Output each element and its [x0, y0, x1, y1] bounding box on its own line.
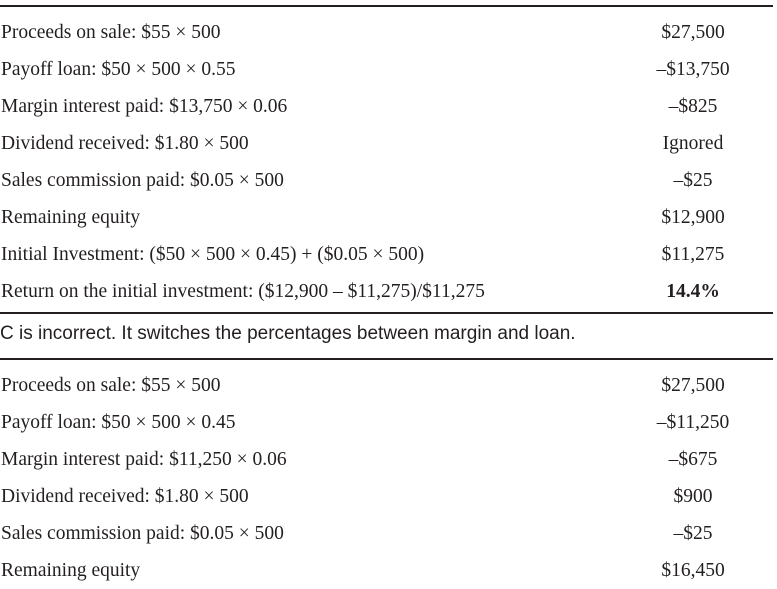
- row-value: –$825: [668, 96, 718, 117]
- row-value: –$25: [673, 523, 713, 544]
- row-label: Dividend received: $1.80 × 500: [1, 486, 249, 507]
- row-value: –$11,250: [656, 412, 730, 433]
- row-value: $12,900: [661, 207, 725, 228]
- row-label: Remaining equity: [1, 207, 141, 228]
- row-value: –$13,750: [656, 59, 730, 80]
- row-label: Margin interest paid: $11,250 × 0.06: [1, 449, 287, 470]
- row-label: Payoff loan: $50 × 500 × 0.45: [1, 412, 236, 433]
- row-value: $27,500: [661, 375, 725, 396]
- table-row: Payoff loan: $50 × 500 × 0.45 –$11,250: [0, 404, 773, 441]
- table-row: Sales commission paid: $0.05 × 500 –$25: [0, 515, 773, 552]
- row-value: $900: [673, 486, 713, 507]
- row-value: –$25: [673, 170, 713, 191]
- row-label: Proceeds on sale: $55 × 500: [1, 22, 221, 43]
- row-label: Margin interest paid: $13,750 × 0.06: [1, 96, 288, 117]
- table1-bottom-rule: [0, 312, 773, 314]
- table-row: Remaining equity $16,450: [0, 552, 773, 589]
- row-value: $11,275: [661, 244, 725, 265]
- table-row: Payoff loan: $50 × 500 × 0.55 –$13,750: [0, 51, 773, 88]
- row-value: Ignored: [662, 133, 724, 154]
- row-label: Initial Investment: ($50 × 500 × 0.45) +…: [1, 244, 425, 265]
- row-value: –$675: [668, 449, 718, 470]
- row-label: Proceeds on sale: $55 × 500: [1, 375, 221, 396]
- table-row: Margin interest paid: $13,750 × 0.06 –$8…: [0, 88, 773, 125]
- row-label: Sales commission paid: $0.05 × 500: [1, 523, 284, 544]
- table-row: Remaining equity $12,900: [0, 199, 773, 236]
- row-label: Return on the initial investment: ($12,9…: [1, 281, 485, 302]
- explanation-note: C is incorrect. It switches the percenta…: [0, 323, 576, 344]
- row-label: Sales commission paid: $0.05 × 500: [1, 170, 284, 191]
- table1-top-rule: [0, 5, 773, 7]
- table-row: Initial Investment: ($50 × 500 × 0.45) +…: [0, 236, 773, 273]
- row-label: Remaining equity: [1, 560, 141, 581]
- row-label: Dividend received: $1.80 × 500: [1, 133, 249, 154]
- table-row: Proceeds on sale: $55 × 500 $27,500: [0, 367, 773, 404]
- table-row: Margin interest paid: $11,250 × 0.06 –$6…: [0, 441, 773, 478]
- table-row: Sales commission paid: $0.05 × 500 –$25: [0, 162, 773, 199]
- table-row: Proceeds on sale: $55 × 500 $27,500: [0, 14, 773, 51]
- row-value: $27,500: [661, 22, 725, 43]
- table-row: Dividend received: $1.80 × 500 $900: [0, 478, 773, 515]
- calculation-table-1: Proceeds on sale: $55 × 500 $27,500 Payo…: [0, 14, 773, 310]
- table-row: Return on the initial investment: ($12,9…: [0, 273, 773, 310]
- calculation-table-2: Proceeds on sale: $55 × 500 $27,500 Payo…: [0, 367, 773, 589]
- row-label: Payoff loan: $50 × 500 × 0.55: [1, 59, 236, 80]
- table-row: Dividend received: $1.80 × 500 Ignored: [0, 125, 773, 162]
- row-value: $16,450: [661, 560, 725, 581]
- table2-top-rule: [0, 358, 773, 360]
- return-value: 14.4%: [666, 281, 720, 302]
